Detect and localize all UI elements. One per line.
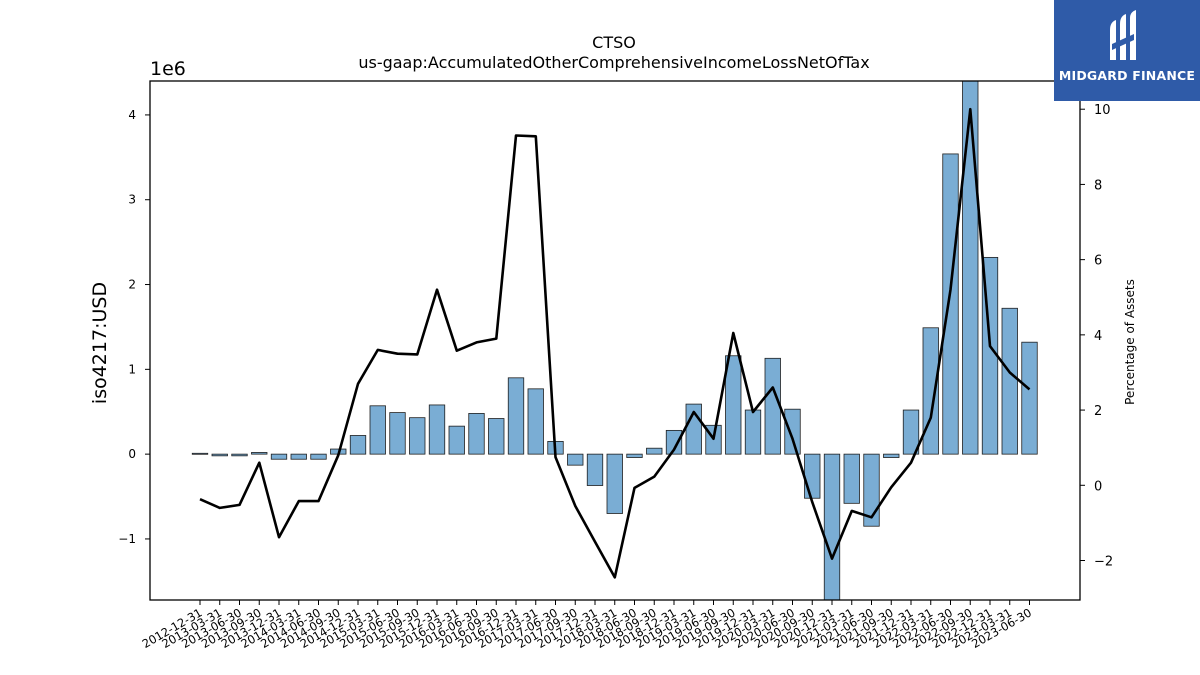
bar — [823, 453, 841, 601]
bar — [646, 447, 663, 455]
plot-frame — [149, 80, 1081, 601]
y2-tick-label: −2 — [1094, 555, 1113, 570]
percentage-line — [199, 107, 1031, 579]
brand-logo: MIDGARD FINANCE — [1054, 0, 1200, 101]
bar — [488, 418, 505, 455]
y2-axis-label: Percentage of Assets — [1123, 279, 1137, 405]
bar — [665, 429, 683, 455]
bar — [586, 453, 604, 486]
bar — [883, 453, 900, 458]
y2-tick-label: 10 — [1094, 103, 1111, 118]
bar — [962, 80, 979, 455]
bar — [310, 453, 327, 460]
bar — [764, 357, 781, 455]
chart-title: CTSO — [592, 33, 636, 52]
bar — [389, 412, 406, 455]
bar — [626, 453, 643, 458]
bar — [290, 453, 307, 460]
bar — [270, 453, 288, 460]
bar — [448, 425, 465, 455]
bar — [843, 453, 860, 504]
bar — [191, 452, 209, 455]
bar — [349, 435, 367, 455]
bar — [231, 453, 248, 457]
bar — [863, 453, 880, 527]
y-axis-label: iso4217:USD — [89, 282, 111, 404]
midgard-logo-icon — [1110, 10, 1136, 60]
bar — [922, 327, 939, 455]
bar — [1021, 341, 1038, 455]
bar — [784, 408, 801, 455]
y-tick-label: −1 — [118, 532, 136, 546]
y2-tick-label: 0 — [1094, 479, 1102, 494]
y-tick-label: 2 — [128, 278, 136, 292]
bar — [369, 405, 386, 455]
bar — [567, 453, 584, 466]
y2-tick-label: 2 — [1094, 404, 1102, 419]
bar — [211, 453, 228, 457]
y-tick-label: 0 — [128, 447, 136, 461]
bar — [902, 409, 920, 455]
chart-subtitle: us-gaap:AccumulatedOtherComprehensiveInc… — [358, 53, 869, 72]
logo-text: MIDGARD FINANCE — [1058, 68, 1196, 83]
y-tick-label: 1 — [128, 362, 136, 376]
bar — [606, 453, 623, 514]
y-scale-label: 1e6 — [150, 58, 186, 80]
bar — [725, 355, 742, 455]
bar — [804, 453, 821, 499]
y-tick-label: 3 — [128, 193, 136, 207]
bar — [409, 417, 426, 455]
bar — [251, 452, 268, 455]
y2-tick-label: 6 — [1094, 254, 1102, 269]
bar — [507, 377, 525, 455]
bar — [744, 409, 762, 455]
y2-tick-label: 4 — [1094, 329, 1102, 344]
y2-tick-label: 8 — [1094, 178, 1102, 193]
y-tick-label: 4 — [128, 108, 136, 122]
bar — [527, 388, 544, 455]
bar — [468, 413, 485, 455]
bar — [1001, 307, 1018, 455]
bar — [428, 404, 446, 455]
bar — [942, 153, 959, 455]
